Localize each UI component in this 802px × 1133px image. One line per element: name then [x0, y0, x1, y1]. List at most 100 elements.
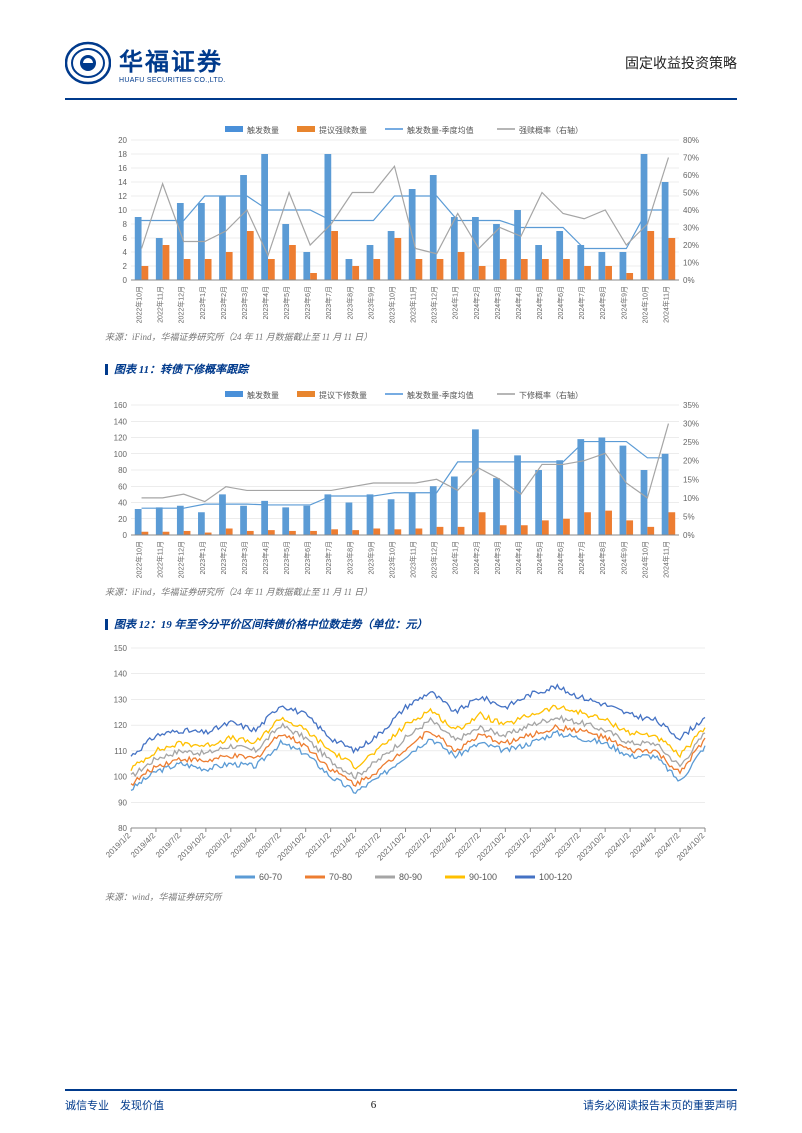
- page-footer: 诚信专业 发现价值 6 请务必阅读报告末页的重要声明: [65, 1097, 737, 1113]
- svg-text:2023年2月: 2023年2月: [219, 541, 228, 574]
- chart-12-container: 图表 12：19 年至今分平价区间转债价格中位数走势（单位：元） 8090100…: [65, 616, 737, 903]
- svg-text:140: 140: [114, 670, 128, 679]
- svg-text:2024年1月: 2024年1月: [451, 286, 460, 319]
- svg-text:提议下修数量: 提议下修数量: [319, 390, 367, 400]
- svg-text:2024/10/2: 2024/10/2: [675, 831, 707, 863]
- svg-text:70%: 70%: [683, 154, 699, 163]
- svg-text:2024年9月: 2024年9月: [619, 286, 628, 319]
- svg-text:2024年4月: 2024年4月: [514, 286, 523, 319]
- svg-text:2023年7月: 2023年7月: [324, 286, 333, 319]
- svg-text:2023年3月: 2023年3月: [240, 286, 249, 319]
- svg-text:2019/1/2: 2019/1/2: [104, 831, 133, 860]
- svg-text:2021/4/2: 2021/4/2: [329, 831, 358, 860]
- svg-text:80: 80: [118, 466, 127, 475]
- svg-text:2022/1/2: 2022/1/2: [404, 831, 433, 860]
- footer-divider: [65, 1089, 737, 1091]
- svg-text:80%: 80%: [683, 136, 699, 145]
- svg-text:6: 6: [123, 234, 128, 243]
- svg-text:2023年8月: 2023年8月: [345, 286, 354, 319]
- svg-text:触发数量-季度均值: 触发数量-季度均值: [407, 125, 474, 135]
- svg-text:2023年7月: 2023年7月: [324, 541, 333, 574]
- svg-text:0: 0: [123, 276, 128, 285]
- chart-12: 80901001101201301401502019/1/22019/4/220…: [95, 638, 715, 888]
- svg-text:50%: 50%: [683, 189, 699, 198]
- svg-text:2023年1月: 2023年1月: [198, 286, 207, 319]
- svg-text:15%: 15%: [683, 475, 699, 484]
- svg-text:90: 90: [118, 798, 127, 807]
- svg-text:触发数量: 触发数量: [247, 390, 279, 400]
- svg-text:2024年5月: 2024年5月: [535, 286, 544, 319]
- header-title: 固定收益投资策略: [625, 53, 737, 73]
- svg-text:2024年9月: 2024年9月: [619, 541, 628, 574]
- svg-text:2023年6月: 2023年6月: [303, 286, 312, 319]
- svg-text:2024/1/2: 2024/1/2: [603, 831, 632, 860]
- svg-text:25%: 25%: [683, 438, 699, 447]
- chart-12-title: 图表 12：19 年至今分平价区间转债价格中位数走势（单位：元）: [114, 616, 428, 632]
- chart-10: 触发数量提议强赎数量触发数量-季度均值强赎概率（右轴）0246810121416…: [95, 118, 715, 328]
- svg-text:2024年1月: 2024年1月: [451, 541, 460, 574]
- svg-text:30%: 30%: [683, 224, 699, 233]
- svg-text:40: 40: [118, 499, 127, 508]
- svg-text:4: 4: [123, 248, 128, 257]
- svg-text:2024年3月: 2024年3月: [493, 541, 502, 574]
- chart-11-source: 来源：iFind，华福证券研究所（24 年 11 月数据截止至 11 月 11 …: [105, 585, 737, 598]
- svg-text:触发数量-季度均值: 触发数量-季度均值: [407, 390, 474, 400]
- svg-text:10: 10: [118, 206, 127, 215]
- svg-text:0%: 0%: [683, 531, 695, 540]
- svg-text:2023年12月: 2023年12月: [430, 286, 439, 323]
- svg-text:2024年8月: 2024年8月: [598, 286, 607, 319]
- svg-text:2023年4月: 2023年4月: [261, 541, 270, 574]
- svg-text:2023/10/2: 2023/10/2: [575, 831, 607, 863]
- svg-text:2022年10月: 2022年10月: [135, 541, 144, 578]
- svg-text:2023年11月: 2023年11月: [409, 286, 418, 323]
- svg-text:2023年5月: 2023年5月: [282, 286, 291, 319]
- logo-cn-text: 华福证券: [119, 42, 226, 77]
- svg-text:2020/1/2: 2020/1/2: [204, 831, 233, 860]
- svg-text:60%: 60%: [683, 171, 699, 180]
- svg-text:70-80: 70-80: [329, 872, 352, 882]
- svg-text:2022年12月: 2022年12月: [177, 286, 186, 323]
- svg-text:130: 130: [114, 695, 128, 704]
- svg-text:2023年11月: 2023年11月: [409, 541, 418, 578]
- svg-text:60: 60: [118, 482, 127, 491]
- svg-text:20: 20: [118, 515, 127, 524]
- svg-text:2023年3月: 2023年3月: [240, 541, 249, 574]
- svg-text:2023年6月: 2023年6月: [303, 541, 312, 574]
- svg-text:2023年10月: 2023年10月: [387, 541, 396, 578]
- svg-text:2024年4月: 2024年4月: [514, 541, 523, 574]
- footer-left: 诚信专业 发现价值: [65, 1097, 164, 1113]
- svg-text:10%: 10%: [683, 494, 699, 503]
- svg-text:40%: 40%: [683, 206, 699, 215]
- svg-text:2022年11月: 2022年11月: [156, 286, 165, 323]
- svg-text:35%: 35%: [683, 401, 699, 410]
- chart-11-container: 图表 11：转债下修概率跟踪 触发数量提议下修数量触发数量-季度均值下修概率（右…: [65, 361, 737, 598]
- svg-text:120: 120: [114, 721, 128, 730]
- header-divider: [65, 98, 737, 100]
- svg-text:2024年11月: 2024年11月: [661, 286, 670, 323]
- svg-text:2024年6月: 2024年6月: [556, 286, 565, 319]
- svg-text:提议强赎数量: 提议强赎数量: [319, 125, 367, 135]
- svg-text:120: 120: [114, 434, 128, 443]
- svg-text:2019/10/2: 2019/10/2: [176, 831, 208, 863]
- svg-text:2022年10月: 2022年10月: [135, 286, 144, 323]
- svg-text:100: 100: [114, 450, 128, 459]
- logo-icon: [65, 40, 111, 86]
- svg-text:2020/4/2: 2020/4/2: [229, 831, 258, 860]
- svg-text:20%: 20%: [683, 241, 699, 250]
- svg-text:2024年2月: 2024年2月: [472, 286, 481, 319]
- svg-text:2024年2月: 2024年2月: [472, 541, 481, 574]
- svg-text:2022年11月: 2022年11月: [156, 541, 165, 578]
- title-bar-icon: [105, 619, 108, 630]
- svg-text:140: 140: [114, 417, 128, 426]
- svg-text:2024年7月: 2024年7月: [577, 286, 586, 319]
- title-bar-icon: [105, 364, 108, 375]
- svg-text:160: 160: [114, 401, 128, 410]
- svg-text:2022/4/2: 2022/4/2: [428, 831, 457, 860]
- svg-text:80-90: 80-90: [399, 872, 422, 882]
- svg-text:18: 18: [118, 150, 127, 159]
- svg-text:2021/10/2: 2021/10/2: [375, 831, 407, 863]
- svg-text:8: 8: [123, 220, 128, 229]
- svg-text:2023年8月: 2023年8月: [345, 541, 354, 574]
- svg-text:100: 100: [114, 773, 128, 782]
- svg-text:60-70: 60-70: [259, 872, 282, 882]
